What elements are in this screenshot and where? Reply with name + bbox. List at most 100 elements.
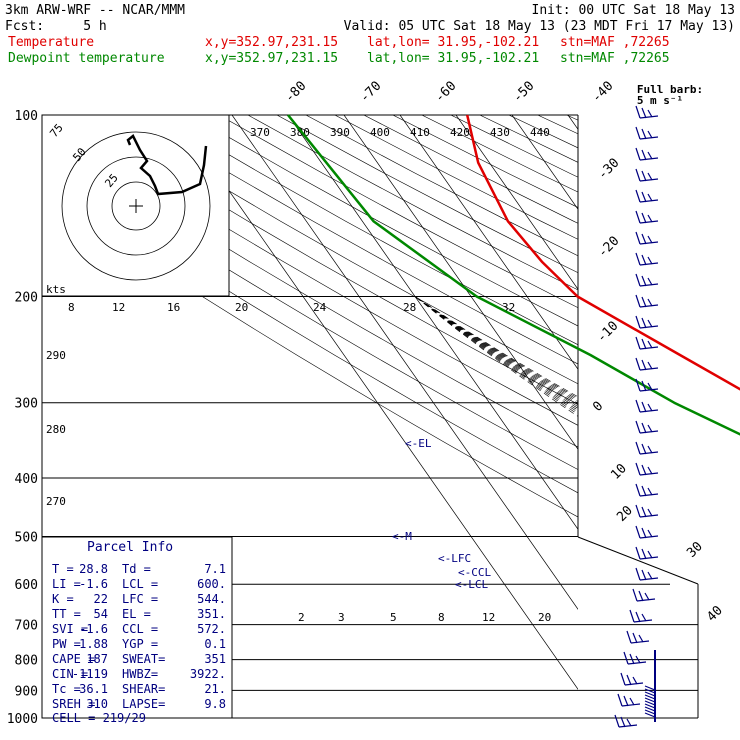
isotherm-label: 10 [608, 461, 630, 483]
wind-barb-icon [635, 399, 659, 413]
mixing-ratio-label: 20 [538, 611, 551, 624]
dry-adiabat-line [421, 115, 578, 193]
parcel-marker: <-CCL [458, 566, 491, 579]
dry-adiabat-line [218, 115, 578, 309]
wind-barb-icon [635, 441, 659, 455]
parcel-value: 351. [197, 607, 226, 621]
pressure-label-700: 700 [15, 619, 38, 634]
parcel-key: PW = [52, 637, 81, 651]
dewpoint-station: stn=MAF ,72265 [560, 51, 670, 66]
sounding-profiles [287, 114, 740, 436]
dry-adiabat-line [42, 171, 578, 494]
isotherm-label: 30 [684, 539, 706, 561]
parcel-value: 22 [94, 592, 108, 606]
wind-barb-icon [623, 651, 647, 665]
dry-adiabat-line [73, 115, 578, 405]
parcel-key: Tc = [52, 682, 81, 696]
parcel-key: SVI = [52, 622, 88, 636]
parcel-value: -1.6 [79, 622, 108, 636]
wind-barb-icon [635, 273, 659, 287]
hodograph: 25 50 75 kts [41, 114, 230, 297]
wind-barb-icon [635, 483, 659, 497]
temperature-station: stn=MAF ,72265 [560, 35, 670, 50]
mixing-ratio-label: 5 [390, 611, 397, 624]
parcel-value: 3922. [190, 667, 226, 681]
isotherm-line [455, 115, 578, 290]
parcel-key: SREH = [52, 697, 95, 711]
wind-barb-icon [635, 525, 659, 539]
pressure-label-800: 800 [15, 654, 38, 669]
mixing-ratio-label: 3 [338, 611, 345, 624]
model-title: 3km ARW-WRF -- NCAR/MMM [5, 3, 185, 18]
dry-adiabat-line [392, 115, 578, 208]
dry-adiabat-line [334, 115, 578, 240]
mixing-ratio-label: 2 [298, 611, 305, 624]
wind-barbs [614, 105, 659, 728]
parcel-key: LAPSE= [122, 697, 165, 711]
parcel-value: 600. [197, 577, 226, 591]
parcel-key: SWEAT= [122, 652, 165, 666]
isotherm-line [175, 115, 578, 690]
isotherm-label: 0 [590, 399, 606, 415]
pressure-label-500: 500 [15, 530, 38, 545]
temperature-legend: Temperature [8, 35, 94, 50]
parcel-key: LFC = [122, 592, 158, 606]
speed-label: 28 [403, 301, 416, 314]
isotherm-label: -50 [510, 79, 537, 106]
dewpoint-latlon: lat,lon= 31.95,-102.21 [367, 51, 539, 66]
parcel-value: 36.1 [79, 682, 108, 696]
isotherm-line [287, 115, 578, 530]
wind-barb-icon [620, 672, 644, 686]
parcel-value: 187 [86, 652, 108, 666]
parcel-key: K = [52, 592, 74, 606]
parcel-value: 1.88 [79, 637, 108, 651]
parcel-value: -1.6 [79, 577, 108, 591]
wind-barb-icon [635, 567, 659, 581]
parcel-cell: CELL = 219/29 [52, 711, 146, 725]
wind-barb-icon [632, 588, 656, 602]
low-level-barb-stack [644, 650, 656, 722]
dry-adiabat-line [363, 115, 578, 224]
parcel-key: T = [52, 562, 74, 576]
dry-adiabat-line [596, 115, 740, 718]
init-time: Init: 00 UTC Sat 18 May 13 [532, 3, 736, 18]
parcel-value: 54 [94, 607, 108, 621]
dry-adiabat-line [247, 115, 578, 291]
wind-barb-icon [635, 462, 659, 476]
wind-barb-icon [635, 504, 659, 518]
dry-adiabat-line [450, 115, 578, 178]
parcel-key: CCL = [122, 622, 158, 636]
pressure-label-200: 200 [15, 291, 38, 306]
parcel-marker: <-EL [405, 437, 432, 450]
parcel-key: HWBZ= [122, 667, 158, 681]
wind-barb-icon [629, 609, 653, 623]
wind-barb-icon [626, 630, 650, 644]
isotherm-line [736, 115, 740, 731]
parcel-info-title: Parcel Info [87, 540, 173, 555]
parcel-key: LI = [52, 577, 81, 591]
wind-barb-icon [635, 420, 659, 434]
dry-adiabat-line [566, 115, 578, 121]
dry-adiabat-line [131, 115, 578, 365]
isotherm-label: -20 [595, 234, 622, 261]
valid-time: Valid: 05 UTC Sat 18 May 13 (23 MDT Fri … [344, 19, 735, 34]
barb-legend-line2: 5 m s⁻¹ [637, 94, 683, 107]
speed-label: 8 [68, 301, 75, 314]
wind-barb-icon [617, 693, 641, 707]
dry-adiabat-line [42, 131, 578, 448]
parcel-key: Td = [122, 562, 151, 576]
parcel-key: EL = [122, 607, 151, 621]
theta-label: 390 [330, 126, 350, 139]
pressure-label-900: 900 [15, 684, 38, 699]
dewpoint-line [287, 114, 740, 436]
pressure-label-100: 100 [15, 109, 38, 124]
wind-barb-icon [635, 294, 659, 308]
wind-barb-icon [635, 546, 659, 560]
parcel-value: 351 [204, 652, 226, 666]
theta-label: 410 [410, 126, 430, 139]
pressure-label-600: 600 [15, 578, 38, 593]
parcel-value: 28.8 [79, 562, 108, 576]
dry-adiabat-line [42, 150, 578, 470]
dry-adiabat-label: 280 [46, 423, 66, 436]
isotherm-line [399, 115, 578, 370]
